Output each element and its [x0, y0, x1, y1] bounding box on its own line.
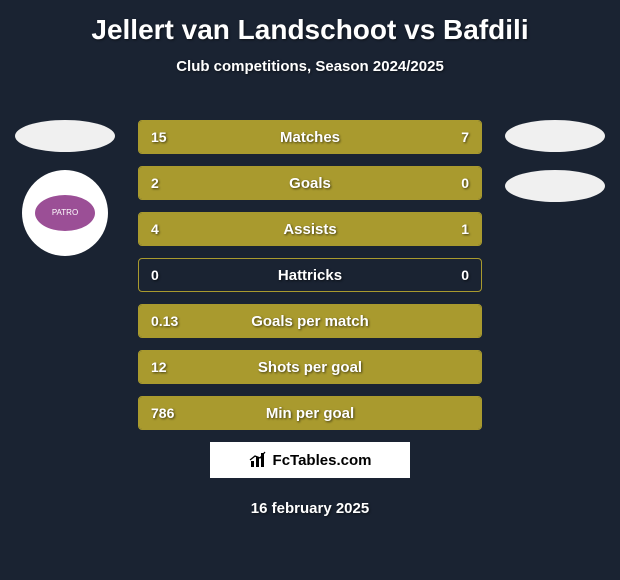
club-badge-inner: PATRO: [35, 195, 95, 231]
player-avatar-placeholder: [505, 120, 605, 152]
stat-label: Goals per match: [139, 305, 481, 337]
club-badge-text: PATRO: [52, 209, 78, 217]
date-label: 16 february 2025: [0, 500, 620, 517]
stat-value-right: 0: [461, 167, 469, 199]
stat-row: 4Assists1: [138, 212, 482, 246]
watermark: FcTables.com: [210, 442, 410, 478]
player-avatar-placeholder: [15, 120, 115, 152]
stat-row: 15Matches7: [138, 120, 482, 154]
stat-label: Matches: [139, 121, 481, 153]
stats-container: 15Matches72Goals04Assists10Hattricks00.1…: [138, 120, 482, 442]
left-player-column: PATRO: [10, 120, 120, 256]
chart-icon: [249, 451, 267, 469]
stat-row: 786Min per goal: [138, 396, 482, 430]
stat-label: Shots per goal: [139, 351, 481, 383]
stat-row: 0Hattricks0: [138, 258, 482, 292]
stat-label: Assists: [139, 213, 481, 245]
stat-value-right: 1: [461, 213, 469, 245]
stat-label: Hattricks: [139, 259, 481, 291]
stat-label: Goals: [139, 167, 481, 199]
club-badge-left: PATRO: [22, 170, 108, 256]
stat-row: 0.13Goals per match: [138, 304, 482, 338]
club-badge-placeholder: [505, 170, 605, 202]
stat-value-right: 7: [461, 121, 469, 153]
subtitle: Club competitions, Season 2024/2025: [0, 58, 620, 75]
page-title: Jellert van Landschoot vs Bafdili: [0, 0, 620, 46]
right-player-column: [500, 120, 610, 220]
stat-row: 2Goals0: [138, 166, 482, 200]
watermark-text: FcTables.com: [273, 452, 372, 469]
stat-value-right: 0: [461, 259, 469, 291]
stat-row: 12Shots per goal: [138, 350, 482, 384]
stat-label: Min per goal: [139, 397, 481, 429]
